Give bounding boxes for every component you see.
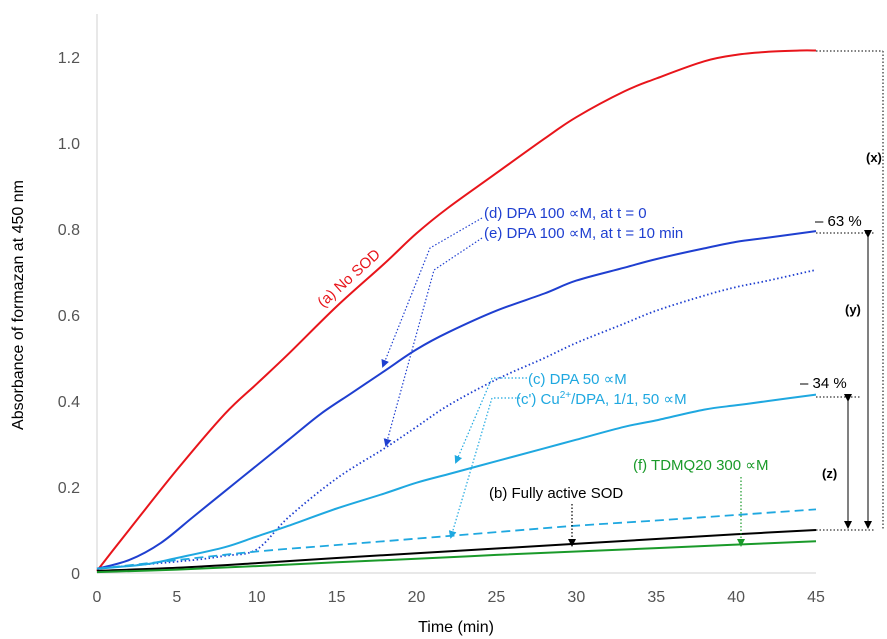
label-x: (x) <box>866 150 882 165</box>
y-tick-label: 0.6 <box>58 308 80 325</box>
label-c: (c) DPA 50 ∝M <box>528 371 627 388</box>
x-tick-label: 15 <box>328 589 346 606</box>
x-tick-label: 0 <box>93 589 102 606</box>
label-pct63: – 63 % <box>815 213 862 230</box>
label-d: (d) DPA 100 ∝M, at t = 0 <box>484 205 647 222</box>
series-line-4 <box>96 508 817 570</box>
y-tick-labels: 0 0.2 0.4 0.6 0.8 1.0 1.2 <box>58 50 80 583</box>
arrow-e <box>383 237 483 447</box>
arrow-d <box>381 217 483 368</box>
bracket-arrows <box>844 230 872 529</box>
x-tick-label: 45 <box>807 589 825 606</box>
series-line-2 <box>96 269 817 570</box>
annotation-arrows <box>381 217 745 547</box>
label-a: (a) No SOD <box>314 246 384 311</box>
y-tick-label: 0.4 <box>58 394 80 411</box>
x-tick-label: 30 <box>567 589 585 606</box>
x-tick-label: 10 <box>248 589 266 606</box>
y-tick-label: 0 <box>71 566 80 583</box>
x-tick-label: 35 <box>647 589 665 606</box>
label-cprime: (c') Cu2+/DPA, 1/1, 50 ∝M <box>516 390 687 408</box>
y-axis-title: Absorbance of formazan at 450 nm <box>10 180 27 430</box>
x-axis-title: Time (min) <box>418 619 494 636</box>
label-f: (f) TDMQ20 300 ∝M <box>633 457 768 474</box>
y-tick-label: 0.2 <box>58 480 80 497</box>
label-cprime-sup: 2+ <box>560 390 572 401</box>
series-line-1 <box>96 230 817 570</box>
y-tick-label: 1.2 <box>58 50 80 67</box>
x-tick-label: 25 <box>488 589 506 606</box>
x-tick-label: 20 <box>408 589 426 606</box>
label-pct34: – 34 % <box>800 375 847 392</box>
label-e: (e) DPA 100 ∝M, at t = 10 min <box>484 225 683 242</box>
label-b: (b) Fully active SOD <box>489 485 623 502</box>
series-line-0 <box>96 49 817 572</box>
series-layer <box>96 49 817 574</box>
label-y: (y) <box>845 302 861 317</box>
series-line-3 <box>96 393 817 570</box>
y-tick-label: 0.8 <box>58 222 80 239</box>
y-tick-label: 1.0 <box>58 136 80 153</box>
reference-lines <box>816 50 884 531</box>
x-tick-label: 40 <box>727 589 745 606</box>
label-z: (z) <box>822 466 837 481</box>
series-line-5 <box>96 529 817 572</box>
x-tick-labels: 0 5 10 15 20 25 30 35 40 45 <box>93 589 825 606</box>
arrow-c <box>454 377 527 464</box>
label-cprime-suffix: /DPA, 1/1, 50 ∝M <box>571 391 686 408</box>
x-tick-label: 5 <box>172 589 181 606</box>
arrow-cprime <box>448 397 520 539</box>
series-line-6 <box>96 540 817 574</box>
label-cprime-prefix: (c') Cu <box>516 391 560 408</box>
plot-axes <box>96 14 816 574</box>
